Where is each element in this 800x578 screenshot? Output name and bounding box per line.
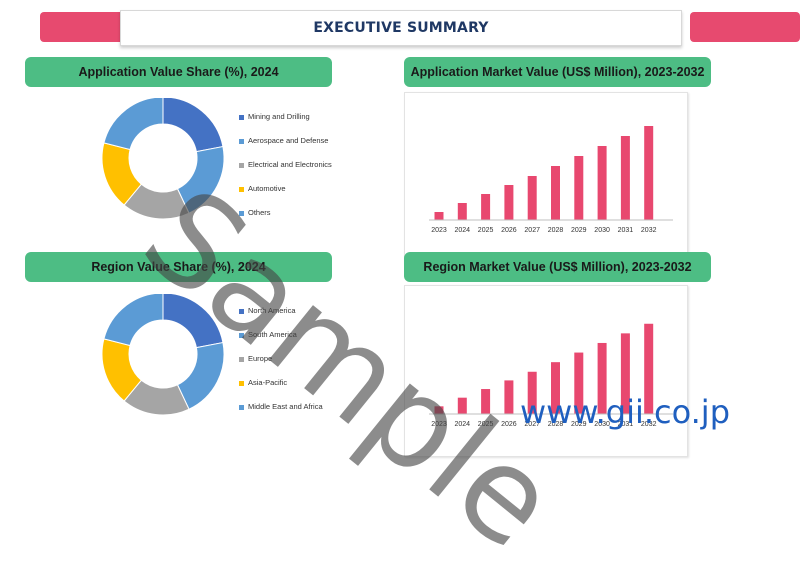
x-tick-label: 2024 [455, 421, 471, 428]
header-accent-right [690, 12, 800, 42]
region-share-panel: North America South America Europe Asia-Pac… [25, 286, 395, 461]
bar-2023 [434, 212, 444, 220]
bar-2026 [504, 380, 514, 414]
page-title: EXECUTIVE SUMMARY [313, 20, 489, 36]
bar-2031 [620, 136, 630, 220]
x-tick-label: 2027 [524, 227, 540, 234]
bar-2032 [644, 323, 654, 414]
bar-2027 [527, 176, 537, 220]
site-watermark: www.gii.co.jp [520, 393, 730, 431]
legend-label: Automotive [248, 184, 286, 193]
legend-swatch [239, 356, 244, 362]
application-value-bar-chart: 2023 2024 2025 2026 2027 2028 2029 2030 2031 2032 [429, 126, 673, 234]
legend-label: Mining and Drilling [248, 112, 310, 121]
bar-2030 [597, 146, 607, 220]
legend-swatch [239, 114, 244, 120]
application-share-panel: Mining and Drilling Aerospace and Defense… [25, 92, 395, 267]
x-tick-label: 2025 [478, 227, 494, 234]
bar-2031 [620, 333, 630, 414]
legend-label: Others [248, 208, 271, 217]
region-value-panel: 2023 2024 2025 2026 2027 2028 2029 2030 2031 2032 [404, 285, 688, 457]
legend-item: Mining and Drilling [239, 112, 310, 121]
donut-slice-4 [103, 98, 164, 151]
donut-slice-0 [162, 294, 224, 349]
legend-item: Asia-Pacific [239, 378, 287, 387]
legend-item: South America [239, 330, 297, 339]
legend-swatch [239, 308, 244, 314]
region-value-title: Region Market Value (US$ Million), 2023-… [404, 252, 711, 282]
legend-label: North America [248, 306, 296, 315]
legend-label: Electrical and Electronics [248, 160, 332, 169]
x-tick-label: 2024 [455, 227, 471, 234]
bar-2026 [504, 185, 514, 220]
donut-slice-4 [103, 294, 164, 347]
bar-2024 [457, 203, 467, 220]
x-tick-label: 2023 [431, 421, 447, 428]
header-bar: EXECUTIVE SUMMARY [0, 0, 800, 50]
bar-2025 [481, 389, 491, 414]
x-tick-label: 2029 [571, 227, 587, 234]
legend-swatch [239, 162, 244, 168]
legend-item: Others [239, 208, 271, 217]
x-tick-label: 2028 [548, 421, 564, 428]
application-value-title: Application Market Value (US$ Million), … [404, 57, 711, 87]
legend-swatch [239, 332, 244, 338]
bar-2029 [574, 352, 584, 414]
x-tick-label: 2032 [641, 421, 657, 428]
region-share-title: Region Value Share (%), 2024 [25, 252, 332, 282]
legend-label: Europe [248, 354, 273, 363]
legend-label: Middle East and Africa [248, 402, 323, 411]
legend-label: Aerospace and Defense [248, 136, 329, 145]
x-tick-label: 2029 [571, 421, 587, 428]
x-tick-label: 2031 [618, 421, 634, 428]
region-share-donut [101, 294, 225, 416]
legend-label: Asia-Pacific [248, 378, 288, 387]
legend-item: Electrical and Electronics [239, 160, 332, 169]
bar-2028 [551, 362, 560, 414]
x-tick-label: 2027 [524, 421, 540, 428]
application-share-title: Application Value Share (%), 2024 [25, 57, 332, 87]
legend-label: South America [248, 330, 297, 339]
x-tick-label: 2026 [501, 421, 517, 428]
bar-2023 [434, 406, 444, 414]
legend-swatch [239, 380, 244, 386]
title-box: EXECUTIVE SUMMARY [120, 10, 682, 46]
application-value-panel: 2023 2024 2025 2026 2027 2028 2029 2030 2031 2032 [404, 92, 688, 264]
legend-swatch [239, 138, 244, 144]
region-value-bar-chart: 2023 2024 2025 2026 2027 2028 2029 2030 2031 2032 [429, 323, 673, 428]
legend-item: Automotive [239, 184, 286, 193]
legend-swatch [239, 210, 244, 216]
legend-item: Middle East and Africa [239, 402, 323, 411]
legend-item: Aerospace and Defense [239, 136, 328, 145]
x-tick-label: 2030 [594, 227, 610, 234]
donut-slice-0 [162, 98, 224, 153]
x-tick-label: 2026 [501, 227, 517, 234]
x-tick-label: 2031 [618, 227, 634, 234]
legend-item: North America [239, 306, 296, 315]
x-tick-label: 2025 [478, 421, 494, 428]
legend-item: Europe [239, 354, 272, 363]
legend-swatch [239, 404, 244, 410]
bar-2025 [481, 194, 491, 220]
legend-swatch [239, 186, 244, 192]
bar-2028 [551, 166, 560, 220]
bar-2029 [574, 156, 584, 220]
application-share-donut [101, 98, 225, 220]
x-tick-label: 2032 [641, 227, 657, 234]
x-tick-label: 2023 [431, 227, 447, 234]
bar-2030 [597, 342, 607, 414]
x-tick-label: 2028 [548, 227, 564, 234]
bar-2024 [457, 397, 467, 414]
x-tick-label: 2030 [594, 421, 610, 428]
bar-2027 [527, 371, 537, 414]
bar-2032 [644, 126, 654, 220]
